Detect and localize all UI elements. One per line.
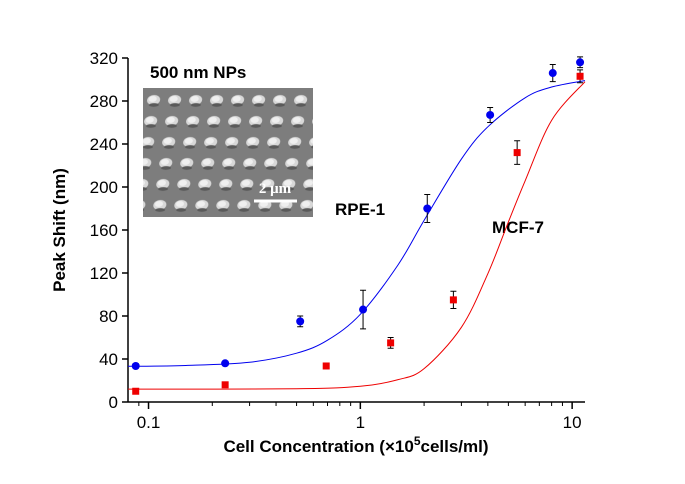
fit-curve [127,81,586,390]
scale-bar-label: 2 μm [259,181,292,197]
marker [322,362,330,370]
y-tick-label: 0 [109,393,118,412]
x-tick-label: 0.1 [137,413,161,432]
marker [449,296,457,304]
inset-title: 500 nm NPs [150,63,246,82]
y-tick-label: 280 [90,92,118,111]
x-axis-title-end: cells/ml) [421,437,489,456]
y-tick-label: 40 [99,350,118,369]
marker [131,361,140,370]
annotation: RPE-1 [335,200,385,219]
x-tick-label: 1 [356,413,365,432]
y-tick-label: 320 [90,49,118,68]
y-tick-label: 160 [90,221,118,240]
y-tick-label: 200 [90,178,118,197]
marker [132,387,140,395]
x-tick-label: 10 [563,413,582,432]
marker [423,204,432,213]
marker [296,317,305,326]
y-tick-label: 80 [99,307,118,326]
annotation: MCF-7 [492,218,544,237]
y-axis-title: Peak Shift (nm) [50,168,69,292]
marker [576,58,585,67]
marker [576,72,584,80]
marker [221,381,229,389]
x-axis-title: Cell Concentration (×105cells/ml) [223,434,488,456]
y-tick-label: 120 [90,264,118,283]
marker [387,339,395,347]
sem-image [143,88,313,217]
inset: 2 μm 500 nm NPs [143,63,313,217]
marker [486,110,495,119]
fit-curve [127,80,586,367]
marker [513,149,521,157]
x-axis-title-sup: 5 [414,434,421,448]
marker [548,69,557,78]
marker [221,359,230,368]
y-tick-label: 240 [90,135,118,154]
x-axis-title-text: Cell Concentration (×10 [223,437,413,456]
marker [359,305,368,314]
